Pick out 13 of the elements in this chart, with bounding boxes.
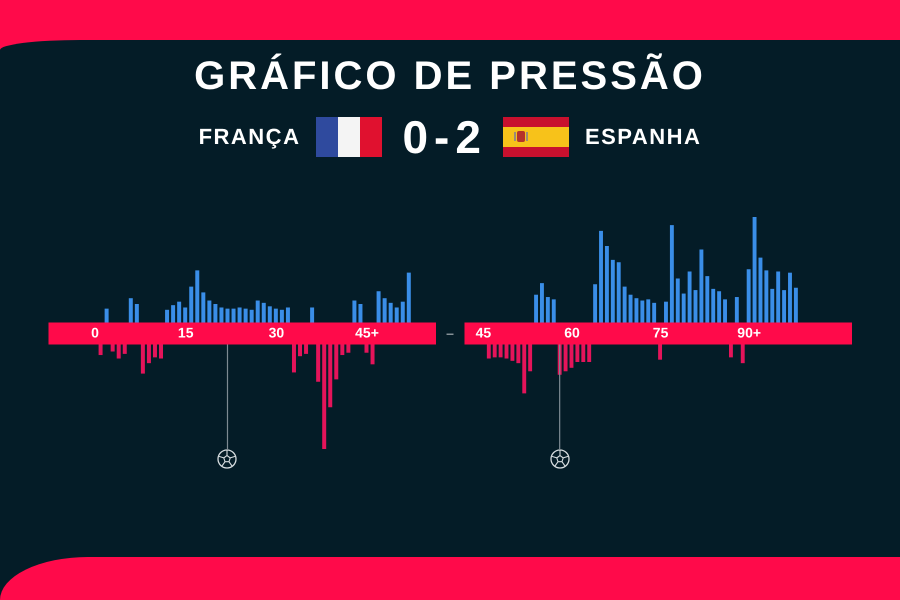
x-tick-label: 15 [178,324,194,340]
x-tick-label: 30 [268,324,284,340]
text: – [446,325,454,341]
text: FRANÇA [198,124,300,150]
x-tick-label: 90+ [737,324,762,340]
x-tick-label: 60 [564,324,580,340]
x-tick-label: 0 [91,324,100,340]
x-tick-label: 45 [476,324,492,340]
text: ESPANHA [584,124,702,150]
x-tick-label: 45+ [355,324,379,340]
text: 0-2 [401,110,487,164]
x-tick-label: 75 [652,324,669,340]
chart-title: GRÁFICO DE PRESSÃO [193,53,707,99]
